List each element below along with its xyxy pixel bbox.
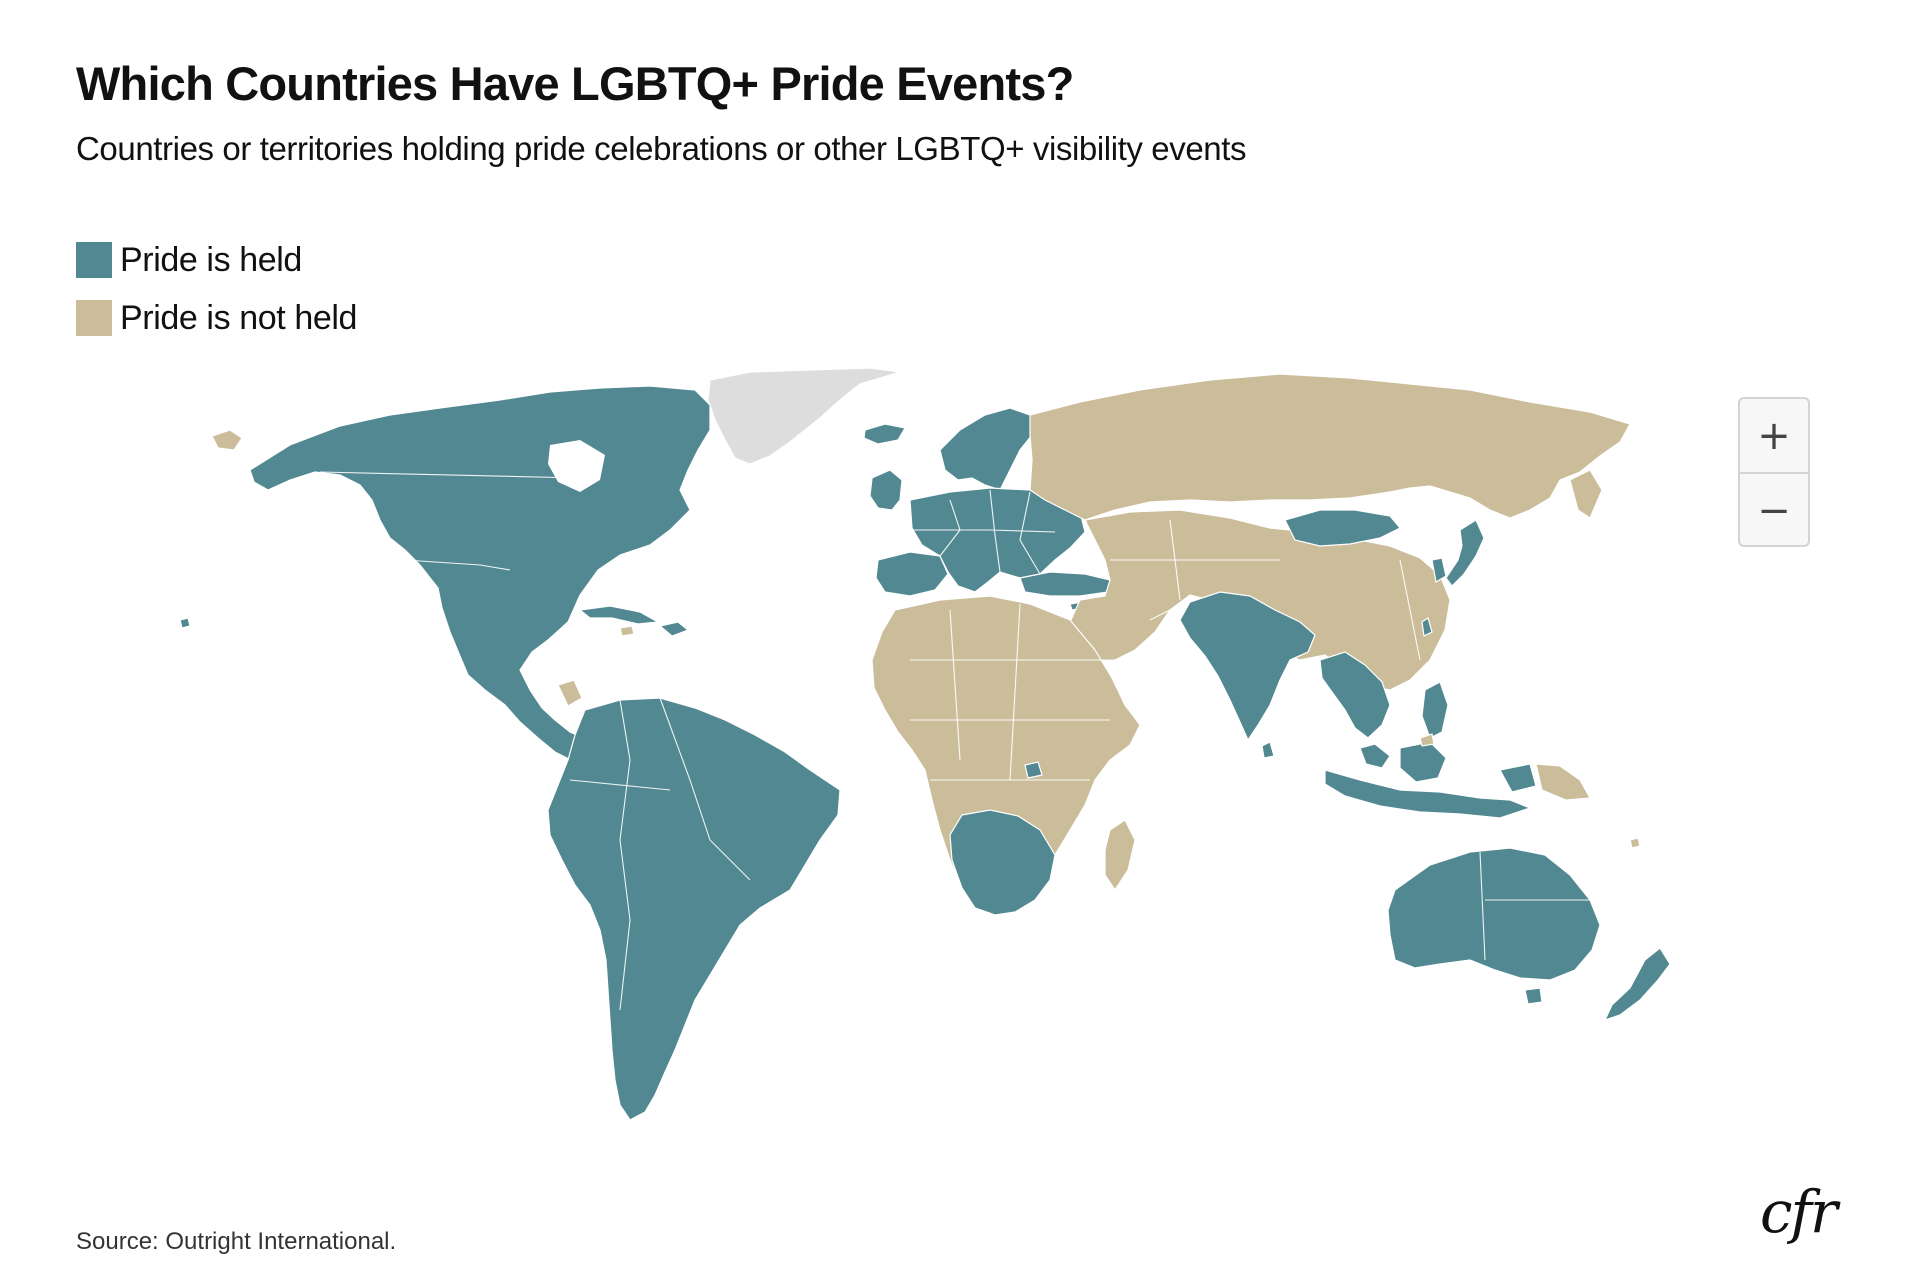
- papua-new-guinea-region[interactable]: [1535, 763, 1591, 801]
- sri-lanka-region[interactable]: [1261, 741, 1275, 759]
- new-zealand-region[interactable]: [1603, 947, 1671, 1022]
- philippines-region[interactable]: [1421, 681, 1449, 739]
- taiwan-region[interactable]: [1421, 617, 1433, 637]
- australia-region[interactable]: [1387, 847, 1601, 981]
- iceland-region[interactable]: [863, 423, 906, 445]
- mongolia-region[interactable]: [1284, 509, 1401, 547]
- chart-subtitle: Countries or territories holding pride c…: [76, 130, 1247, 167]
- world-map[interactable]: [150, 360, 1830, 1160]
- south-korea-region[interactable]: [1431, 557, 1447, 583]
- borneo-region[interactable]: [1399, 741, 1447, 783]
- legend-swatch-held: [76, 242, 112, 278]
- south-america-region[interactable]: [547, 697, 841, 1121]
- australia-borders: [1479, 851, 1590, 961]
- zoom-in-button[interactable]: +: [1757, 412, 1791, 459]
- uganda-region[interactable]: [1024, 761, 1043, 779]
- legend-label-not-held: Pride is not held: [120, 298, 358, 337]
- south-america-borders: [569, 697, 751, 1011]
- cfr-logo[interactable]: cfr: [1760, 1178, 1838, 1246]
- india-region[interactable]: [1179, 591, 1316, 742]
- legend: Pride is held Pride is not held: [76, 240, 357, 356]
- pacific-islet-region[interactable]: [1629, 837, 1641, 849]
- zoom-control: + −: [1738, 397, 1810, 547]
- zoom-out-button[interactable]: −: [1740, 472, 1808, 545]
- legend-item-held: Pride is held: [76, 240, 357, 280]
- legend-item-not-held: Pride is not held: [76, 298, 357, 338]
- africa-borders: [910, 603, 1110, 781]
- brunei-region[interactable]: [1419, 733, 1435, 747]
- madagascar-region[interactable]: [1104, 819, 1136, 892]
- kamchatka-region[interactable]: [1569, 469, 1603, 519]
- world-map-svg[interactable]: [150, 360, 1830, 1160]
- russia-region[interactable]: [1029, 373, 1631, 521]
- nicaragua-region[interactable]: [557, 679, 583, 707]
- malaysia-region[interactable]: [1359, 743, 1391, 769]
- uk-ireland-region[interactable]: [869, 469, 903, 511]
- southeast-asia-region[interactable]: [1319, 651, 1391, 739]
- hawaii-region[interactable]: [179, 617, 191, 629]
- southern-africa-region[interactable]: [949, 809, 1056, 916]
- hispaniola-region[interactable]: [658, 621, 690, 637]
- tasmania-region[interactable]: [1524, 987, 1543, 1005]
- cuba-region[interactable]: [578, 605, 660, 625]
- indonesia-region[interactable]: [1324, 769, 1532, 819]
- chart-title: Which Countries Have LGBTQ+ Pride Events…: [76, 57, 1074, 110]
- iberia-region[interactable]: [875, 551, 949, 597]
- new-guinea-west-region[interactable]: [1499, 763, 1537, 793]
- europe-borders: [910, 489, 1056, 575]
- turkey-region[interactable]: [1019, 571, 1111, 597]
- legend-swatch-not-held: [76, 300, 112, 336]
- asia-borders: [1110, 519, 1421, 661]
- japan-region[interactable]: [1445, 519, 1485, 587]
- greenland-region[interactable]: [707, 367, 901, 465]
- legend-label-held: Pride is held: [120, 240, 302, 279]
- scandinavia-region[interactable]: [939, 407, 1033, 491]
- us-mexico-border: [404, 559, 511, 571]
- hudson-bay: [548, 440, 605, 492]
- caribbean-not-held-region[interactable]: [619, 625, 635, 637]
- alaska-islet-region[interactable]: [211, 429, 243, 451]
- us-canada-border: [319, 471, 581, 479]
- source-note: Source: Outright International.: [76, 1228, 397, 1255]
